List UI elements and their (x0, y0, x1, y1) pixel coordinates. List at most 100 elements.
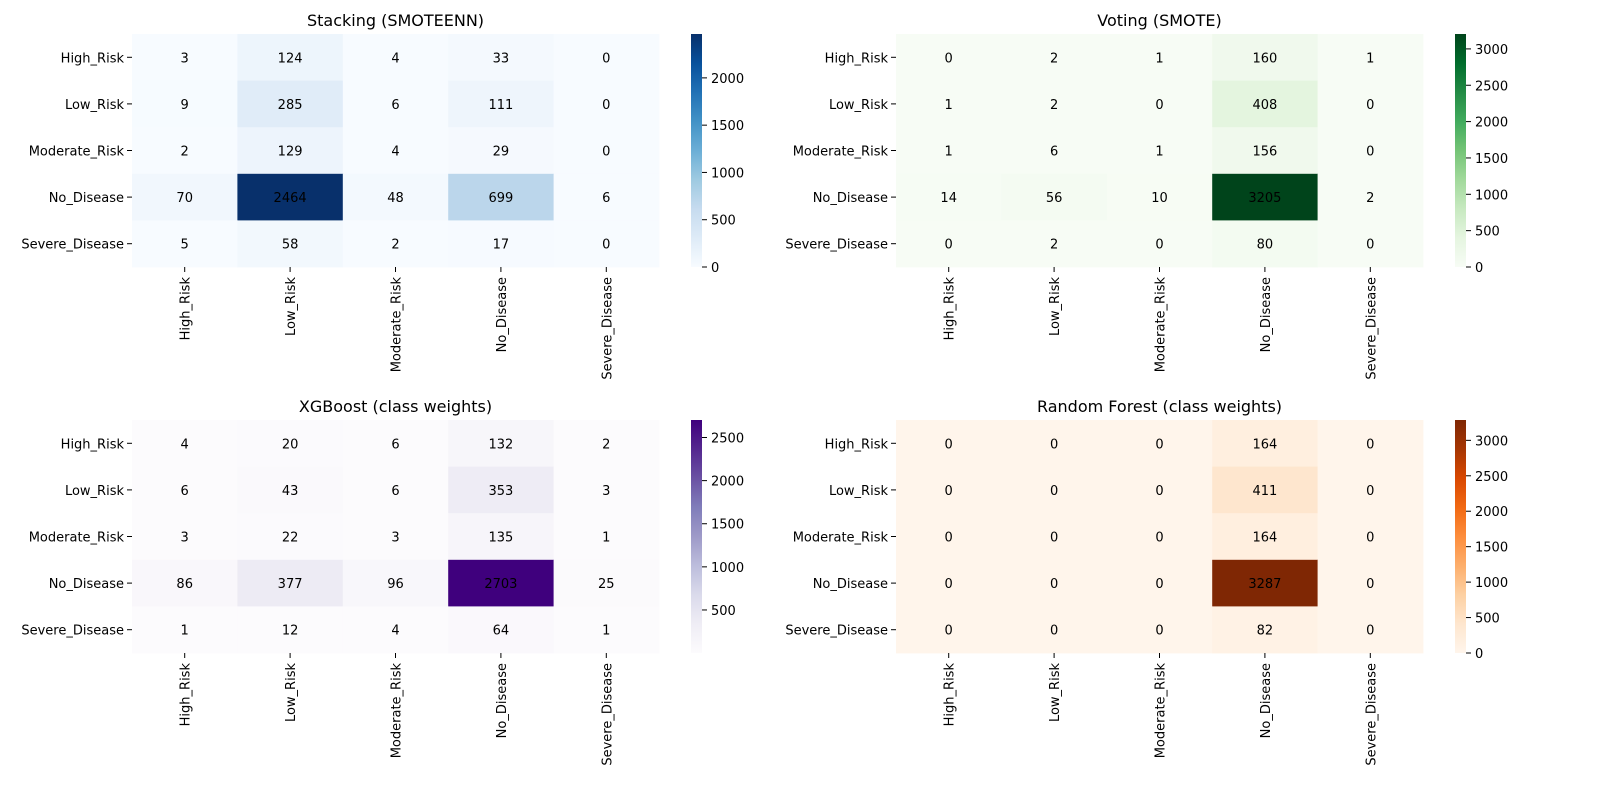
heatmap-cell (553, 220, 660, 268)
cell-value-label: 0 (945, 484, 953, 499)
cell-value-label: 3 (181, 51, 189, 66)
heatmap-cell (132, 606, 238, 654)
colorbar-tick-label: 500 (711, 604, 736, 619)
heatmap-cell (1212, 34, 1318, 81)
x-tick-label: Severe_Disease (600, 277, 615, 380)
y-tick-label: Low_Risk (829, 484, 889, 499)
cell-value-label: 96 (387, 577, 404, 592)
cell-value-label: 0 (1155, 238, 1163, 253)
colorbar: 500 1000 1500 2000 2500 (691, 420, 744, 653)
colorbar-gradient (1455, 420, 1466, 653)
heatmap-cell (553, 559, 660, 607)
cell-value-label: 2464 (274, 191, 307, 206)
cell-value-label: 0 (1155, 577, 1163, 592)
colorbar-tick-label: 0 (1475, 647, 1483, 662)
cell-value-label: 164 (1252, 437, 1277, 452)
x-tick-label: High_Risk (179, 663, 194, 727)
heatmap-cell (1001, 220, 1108, 268)
cell-value-label: 9 (181, 98, 189, 113)
y-tick-label: High_Risk (61, 51, 125, 66)
colorbar-gradient (1455, 34, 1466, 267)
x-tick-label: High_Risk (943, 663, 958, 727)
heatmap-cell (896, 420, 1002, 467)
heatmap-cell (342, 513, 449, 561)
heatmap-cell (1317, 513, 1424, 561)
y-tick-label: Severe_Disease (785, 624, 888, 639)
heatmap-cell (1106, 220, 1213, 268)
heatmap-cell (237, 420, 344, 467)
heatmap-cell (237, 127, 344, 175)
heatmap-cell (342, 606, 449, 654)
colorbar-tick-label: 0 (1475, 261, 1483, 276)
heatmap-cell (1212, 220, 1318, 268)
cell-value-label: 408 (1252, 98, 1277, 113)
cell-value-label: 6 (181, 484, 189, 499)
cell-value-label: 0 (602, 51, 610, 66)
cell-value-label: 0 (1366, 531, 1374, 546)
x-tick-label: Low_Risk (1048, 277, 1063, 337)
cell-value-label: 0 (945, 624, 953, 639)
heatmap-cell (896, 606, 1002, 654)
cell-value-label: 10 (1151, 191, 1168, 206)
heatmap-cell (896, 513, 1002, 561)
cell-value-label: 160 (1252, 51, 1277, 66)
cell-value-label: 0 (1050, 531, 1058, 546)
cell-value-label: 82 (1257, 624, 1274, 639)
heatmap-cell (132, 173, 238, 221)
heatmap-panel-4: Random Forest (class weights) 0 0 0 164 0 0 0 0 4… (785, 397, 1508, 766)
heatmap-cell (1106, 80, 1213, 128)
chart-title: XGBoost (class weights) (299, 397, 492, 416)
heatmap-cell (342, 34, 449, 81)
cell-value-label: 2 (391, 238, 399, 253)
cell-value-label: 285 (278, 98, 303, 113)
heatmap-cell (448, 606, 554, 654)
cell-value-label: 43 (282, 484, 299, 499)
x-tick-label: Severe_Disease (1364, 663, 1379, 766)
heatmap-cell (553, 173, 660, 221)
y-tick-label: Severe_Disease (21, 624, 124, 639)
x-tick-label: No_Disease (1259, 663, 1274, 738)
colorbar-tick-label: 3000 (1475, 43, 1508, 58)
heatmap-panel-1: Stacking (SMOTEENN) 3 124 4 33 0 9 285 6 111 0 2 129… (21, 11, 744, 380)
cell-value-label: 6 (391, 437, 399, 452)
chart-title: Random Forest (class weights) (1037, 397, 1282, 416)
cell-value-label: 0 (1050, 624, 1058, 639)
heatmap-cell (1317, 220, 1424, 268)
cell-value-label: 22 (282, 531, 299, 546)
heatmap-cell (237, 173, 344, 221)
x-tick-label: No_Disease (495, 663, 510, 738)
cell-value-label: 0 (945, 238, 953, 253)
cell-value-label: 3 (391, 531, 399, 546)
colorbar-gradient (691, 420, 702, 653)
heatmap-cell (553, 80, 660, 128)
x-tick-label: No_Disease (495, 277, 510, 352)
heatmap-cell (896, 173, 1002, 221)
colorbar-tick-label: 1000 (711, 561, 744, 576)
cell-value-label: 25 (598, 577, 615, 592)
cell-value-label: 48 (387, 191, 404, 206)
heatmap-cell (1001, 127, 1108, 175)
y-tick-label: Moderate_Risk (29, 531, 125, 546)
cell-value-label: 1 (945, 98, 953, 113)
cell-value-label: 3 (602, 484, 610, 499)
x-tick-label: No_Disease (1259, 277, 1274, 352)
x-tick-label: High_Risk (179, 277, 194, 341)
heatmap-cell (237, 220, 344, 268)
heatmap-cell (132, 34, 238, 81)
colorbar-tick-label: 500 (1475, 612, 1500, 627)
cell-value-label: 135 (488, 531, 513, 546)
colorbar: 0 500 1000 1500 2000 2500 3000 (1455, 34, 1508, 276)
heatmap-cell (1212, 559, 1318, 607)
y-tick-label: Moderate_Risk (793, 531, 889, 546)
x-tick-label: Moderate_Risk (390, 277, 405, 373)
heatmap-cell (553, 513, 660, 561)
cell-value-label: 1 (1366, 51, 1374, 66)
x-tick-label: Low_Risk (284, 277, 299, 337)
colorbar-tick-label: 1000 (711, 166, 744, 181)
colorbar-tick-label: 500 (1475, 225, 1500, 240)
heatmap-cell (1106, 173, 1213, 221)
heatmap-cell (342, 173, 449, 221)
heatmap-cell (1001, 559, 1108, 607)
colorbar-tick-label: 2500 (1475, 470, 1508, 485)
cell-value-label: 0 (1155, 531, 1163, 546)
